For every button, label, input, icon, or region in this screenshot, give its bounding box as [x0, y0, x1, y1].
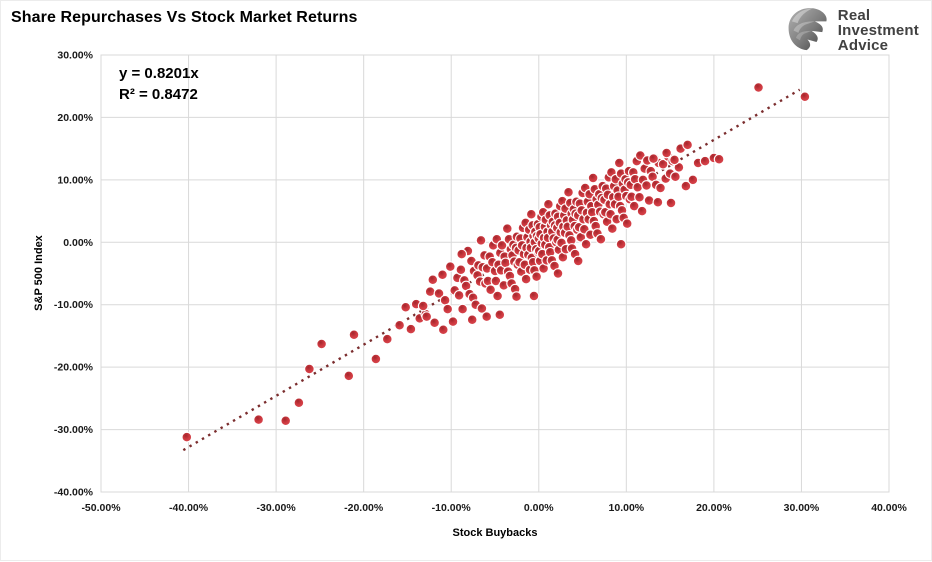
- svg-text:0.00%: 0.00%: [524, 502, 554, 514]
- svg-text:-20.00%: -20.00%: [344, 502, 384, 514]
- svg-text:-40.00%: -40.00%: [169, 502, 209, 514]
- eagle-icon: [779, 5, 831, 56]
- svg-text:10.00%: 10.00%: [609, 502, 645, 514]
- x-axis-title: Stock Buybacks: [452, 527, 538, 539]
- svg-text:-30.00%: -30.00%: [54, 424, 94, 436]
- svg-text:20.00%: 20.00%: [57, 112, 93, 124]
- logo-wordmark: Real Investment Advice: [838, 8, 919, 53]
- equation-line: y = 0.8201x: [119, 65, 199, 82]
- svg-text:-30.00%: -30.00%: [257, 502, 297, 514]
- svg-text:20.00%: 20.00%: [696, 502, 732, 514]
- svg-text:30.00%: 30.00%: [784, 502, 820, 514]
- r-squared-line: R² = 0.8472: [119, 86, 198, 103]
- svg-text:40.00%: 40.00%: [871, 502, 907, 514]
- chart-title: Share Repurchases Vs Stock Market Return…: [11, 9, 358, 26]
- svg-text:-10.00%: -10.00%: [54, 299, 94, 311]
- real-investment-advice-logo: Real Investment Advice: [779, 5, 919, 56]
- svg-text:30.00%: 30.00%: [57, 50, 93, 62]
- logo-line-1: Real: [837, 7, 871, 24]
- svg-text:-50.00%: -50.00%: [81, 502, 121, 514]
- svg-text:10.00%: 10.00%: [57, 174, 93, 186]
- svg-text:-40.00%: -40.00%: [54, 487, 94, 499]
- logo-line-2: Investment: [837, 22, 919, 39]
- svg-text:0.00%: 0.00%: [63, 237, 93, 249]
- svg-text:-20.00%: -20.00%: [54, 362, 94, 374]
- y-axis-title: S&P 500 Index: [33, 235, 45, 311]
- svg-text:-10.00%: -10.00%: [432, 502, 472, 514]
- trendline-equation: y = 0.8201x R² = 0.8472: [119, 63, 199, 105]
- logo-line-3: Advice: [837, 37, 889, 54]
